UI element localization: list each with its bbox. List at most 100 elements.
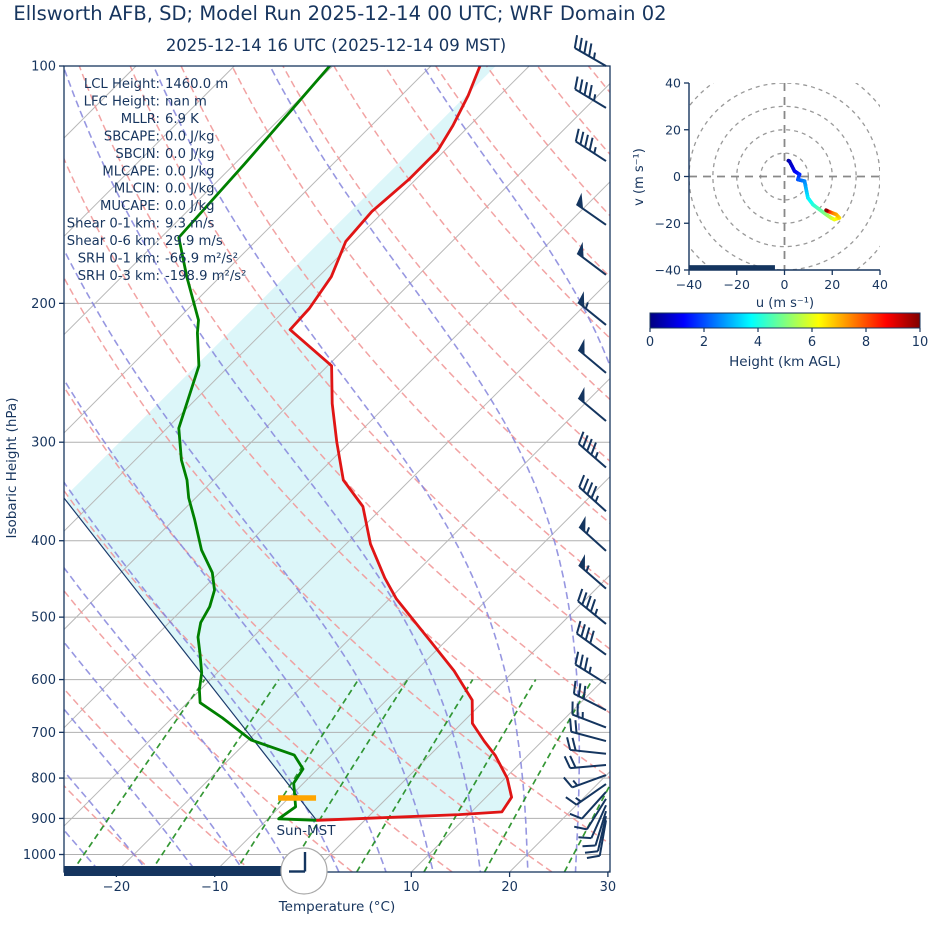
wind-barb	[576, 241, 607, 276]
colorbar-label: Height (km AGL)	[729, 354, 841, 370]
index-label: SRH 0-3 km:	[78, 269, 160, 284]
wind-barb	[574, 76, 607, 109]
wind-barb	[582, 810, 607, 848]
svg-text:8: 8	[862, 335, 870, 350]
svg-text:40: 40	[872, 277, 888, 292]
skewt-axes: 100 200 300 400 500 600 700 800 900 1000 −20 −10 10 2…	[23, 60, 616, 896]
sun-clock-icon	[280, 847, 328, 895]
svg-text:10: 10	[403, 880, 420, 895]
svg-text:0: 0	[673, 169, 681, 184]
index-value: 0.0 J/kg	[165, 129, 215, 144]
svg-text:300: 300	[31, 436, 56, 451]
y-axis-label: Isobaric Height (hPa)	[4, 398, 20, 539]
svg-text:20: 20	[824, 277, 840, 292]
index-label: SBCIN:	[115, 147, 160, 162]
index-label: MUCAPE:	[100, 199, 160, 214]
wind-barb	[572, 680, 607, 712]
sun-mst-label: Sun-MST	[276, 823, 336, 839]
wind-barb	[563, 755, 607, 770]
x-axis-label: Temperature (°C)	[278, 899, 396, 915]
index-label: LCL Height:	[84, 77, 160, 92]
wind-barbs	[563, 35, 607, 860]
temperature-curve	[288, 66, 514, 822]
wind-barb	[577, 386, 607, 422]
wind-barb	[565, 783, 607, 806]
svg-text:700: 700	[31, 726, 56, 741]
index-label: Shear 0-6 km:	[67, 234, 160, 249]
svg-text:600: 600	[31, 673, 56, 688]
wind-barb	[577, 291, 607, 326]
skewt-gridlines	[64, 66, 610, 872]
wind-barb	[573, 35, 607, 67]
wind-barb	[577, 431, 607, 469]
wind-barb	[575, 620, 607, 656]
index-value: -198.9 m²/s²	[165, 269, 246, 284]
index-label: Shear 0-1 km:	[67, 217, 160, 232]
plot-markers	[64, 795, 317, 876]
svg-text:1000: 1000	[23, 848, 56, 863]
index-label: SRH 0-1 km:	[78, 252, 160, 267]
wind-barb	[574, 128, 607, 162]
index-value: 0.0 J/kg	[165, 182, 215, 197]
wind-barb	[563, 774, 607, 789]
svg-text:40: 40	[665, 76, 681, 91]
svg-text:6: 6	[808, 335, 816, 350]
wind-barb	[578, 804, 607, 840]
svg-text:100: 100	[31, 60, 56, 75]
index-value: 1460.0 m	[165, 77, 228, 92]
index-value: 6.9 K	[165, 112, 199, 127]
index-label: SBCAPE:	[104, 129, 160, 144]
index-value: 0.0 J/kg	[165, 164, 215, 179]
wind-barb	[574, 651, 607, 685]
hodograph-x-label: u (m s⁻¹)	[756, 296, 814, 311]
parcel-path	[64, 497, 317, 821]
svg-text:30: 30	[600, 880, 617, 895]
dewpoint-curve	[177, 66, 332, 822]
svg-text:−40: −40	[676, 277, 702, 292]
svg-text:4: 4	[754, 335, 762, 350]
svg-text:−20: −20	[724, 277, 750, 292]
wind-barb	[584, 815, 607, 854]
svg-text:900: 900	[31, 812, 56, 827]
wind-barb	[586, 820, 607, 860]
wind-barb	[578, 554, 607, 590]
svg-text:800: 800	[31, 772, 56, 787]
svg-text:−10: −10	[201, 880, 228, 895]
index-value: 9.3 m/s	[165, 217, 214, 232]
index-value: -66.9 m²/s²	[165, 252, 238, 267]
index-label: MLCAPE:	[102, 164, 160, 179]
svg-text:500: 500	[31, 611, 56, 626]
wind-barb	[577, 588, 607, 625]
svg-text:−20: −20	[655, 216, 681, 231]
svg-text:10: 10	[912, 335, 928, 350]
wind-barb	[578, 516, 607, 552]
index-value: 0.0 J/kg	[165, 199, 215, 214]
index-value: nan m	[165, 94, 207, 109]
wind-barb	[569, 791, 607, 820]
hodograph-y-label: v (m s⁻¹)	[632, 148, 647, 206]
wind-barb	[573, 798, 607, 831]
hodograph: −40−40 −20 −20 0 0 20 20 40 40	[655, 76, 888, 293]
index-label: MLLR:	[121, 112, 160, 127]
svg-text:0: 0	[646, 335, 654, 350]
index-value: 29.9 m/s	[165, 234, 223, 249]
svg-text:−20: −20	[103, 880, 130, 895]
svg-text:0: 0	[781, 277, 789, 292]
wind-barb	[569, 718, 607, 743]
svg-text:400: 400	[31, 534, 56, 549]
index-value: 0.0 J/kg	[165, 147, 215, 162]
height-colorbar: 0 2 4 6 8 10	[646, 312, 928, 350]
wind-barb	[575, 192, 607, 226]
svg-text:20: 20	[665, 122, 681, 137]
sounding-curves	[64, 66, 514, 822]
svg-text:200: 200	[31, 297, 56, 312]
wind-barb	[571, 701, 607, 729]
valid-time-subtitle: 2025-12-14 16 UTC (2025-12-14 09 MST)	[166, 36, 506, 55]
wind-barb	[578, 474, 607, 512]
index-label: LFC Height:	[84, 94, 160, 109]
index-label: MLCIN:	[114, 182, 160, 197]
wind-barb	[577, 338, 607, 374]
svg-text:2: 2	[700, 335, 708, 350]
